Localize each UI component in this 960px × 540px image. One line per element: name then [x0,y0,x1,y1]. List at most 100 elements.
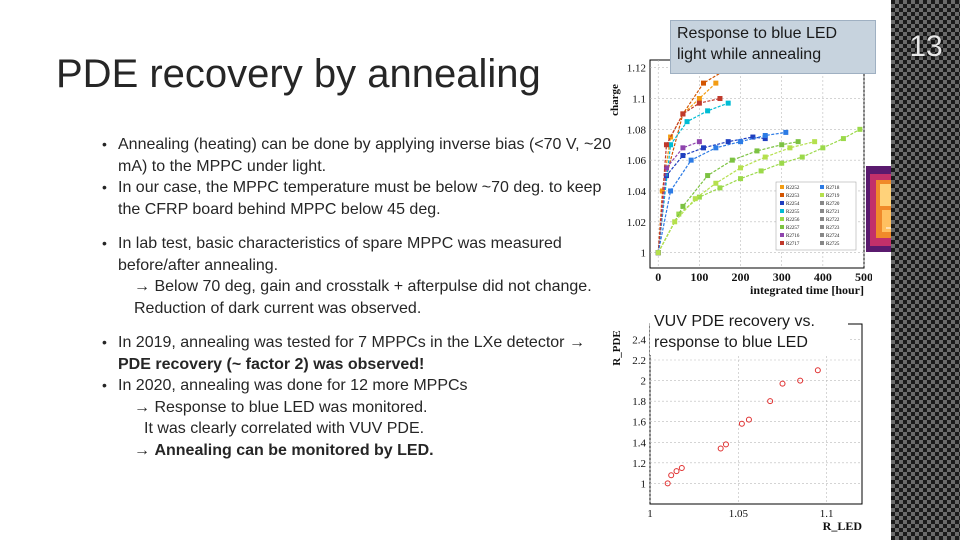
data-point-R2719 [713,180,719,186]
bullet-2020: In 2020, annealing was done for 12 more … [102,375,612,461]
data-point-R2719 [812,139,818,145]
data-point-R2718 [783,129,789,135]
scatter-point [722,441,729,448]
scatter-point [738,420,745,427]
charge-vs-time-chart: 1 1.02 1.04 1.06 1.08 1.1 1.12 0 100 200 300 400 500… [609,59,872,297]
data-point-R2254 [725,139,731,145]
data-point-R2252 [668,134,674,140]
x-tick-label: 400 [814,270,832,284]
data-point-R2254 [701,145,706,151]
x-tick-label: 1.05 [729,508,749,520]
data-point-R2256 [676,211,682,217]
data-point-R2718 [668,188,674,194]
legend-entry: R2254 [786,202,800,207]
scatter-point [668,472,675,479]
scatter-point [797,377,804,384]
data-point-R2718 [688,157,694,163]
y-tick-label: 1.06 [627,155,647,167]
legend-marker [780,233,784,237]
y-tick-label: 1 [641,478,647,490]
data-point-R2256 [820,145,826,151]
data-point-R2256 [799,154,805,160]
data-point-R2256 [738,176,744,182]
legend-marker [820,193,824,197]
data-point-R2717 [663,142,669,148]
data-point-R2254 [750,134,756,140]
y-tick-label: 1.6 [632,417,646,429]
bullet-lab-sub: → Below 70 deg, gain and crosstalk + aft… [118,276,612,319]
bullet-annealing: Annealing (heating) can be done by apply… [102,134,612,177]
bullet-2019-text: In 2019, annealing was tested for 7 MPPC… [118,334,565,351]
data-point-R2256 [857,126,863,132]
legend-marker [780,209,784,213]
data-point-R2719 [762,154,768,160]
y-tick-label: 1.4 [632,437,646,449]
data-point-R2257 [779,142,785,148]
scatter-point [779,380,786,387]
arrow-icon: → [134,398,150,416]
data-point-R2719 [692,196,698,202]
y-tick-label: 1.04 [627,186,647,198]
legend-marker [820,185,824,189]
scatter-point [664,480,671,487]
data-point-R2252 [696,96,702,102]
scatter-point [678,465,685,471]
x-tick-label: 1.1 [820,508,834,520]
bullet-2019: In 2019, annealing was tested for 7 MPPC… [102,332,612,375]
y-tick-label: 1.02 [627,217,646,229]
arrow-icon: → [134,278,150,295]
bullet-2020-sub2-text: It was clearly correlated with VUV PDE. [144,420,425,437]
y-tick-label: 1.8 [632,396,646,408]
data-point-R2256 [758,168,764,174]
series-line-R2719 [657,141,815,253]
bullet-lab-test: In lab test, basic characteristics of sp… [102,233,612,319]
legend-entry: R2257 [786,226,800,231]
data-point-R2256 [717,185,723,191]
y-tick-label: 1.2 [632,458,646,470]
decorative-checker-strip [891,0,960,540]
bullet-lab-sub-text: Below 70 deg, gain and crosstalk + after… [134,278,592,317]
legend-box [775,181,857,251]
data-point-R2257 [729,157,735,163]
legend-marker [780,193,784,197]
callout-blue-led: Response to blue LED light while anneali… [670,20,876,74]
data-point-R2717 [680,111,686,117]
x-tick-label: 0 [655,270,661,284]
scatter-point [814,367,821,374]
data-point-R2719 [655,250,661,256]
data-point-R2257 [795,139,801,145]
data-point-R2719 [738,165,744,171]
page-number: 13 [909,30,943,63]
legend-marker [820,241,824,245]
scatter-point [767,398,774,405]
legend-entry: R2718 [826,186,840,191]
y-tick-label: 2.2 [632,355,646,367]
legend-entry: R2252 [786,186,800,191]
legend-entry: R2723 [826,226,840,231]
data-point-R2716 [696,139,702,145]
y-tick-label: 1 [641,248,647,260]
data-point-R2257 [754,148,760,154]
y-tick-label: 2 [641,376,647,388]
data-point-R2719 [787,145,793,151]
slide-title: PDE recovery by annealing [56,52,541,96]
legend-entry: R2717 [786,242,800,247]
data-point-R2252 [659,188,665,194]
legend-marker [820,217,824,221]
y-tick-label: 2.4 [632,334,646,346]
data-point-R2716 [663,165,669,171]
legend-entry: R2725 [826,242,840,247]
callout-vuv-pde: VUV PDE recovery vs. response to blue LE… [650,309,848,355]
legend-entry: R2721 [826,210,840,215]
legend-entry: R2719 [826,194,840,199]
data-point-R2255 [668,142,674,148]
x-tick-label: 500 [855,270,872,284]
bullet-2020-sub2: It was clearly correlated with VUV PDE. [118,418,612,440]
x-tick-label: 300 [773,270,791,284]
bullet-annealing-text: Annealing (heating) can be done by apply… [118,136,612,175]
legend-entry: R2716 [786,234,800,239]
legend-marker [820,201,824,205]
legend-entry: R2253 [786,194,800,199]
arrow-icon: → [134,441,150,459]
